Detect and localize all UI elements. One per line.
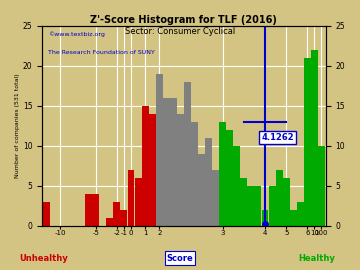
Bar <box>127 170 134 226</box>
Bar <box>121 210 127 226</box>
Text: Unhealthy: Unhealthy <box>19 254 68 262</box>
Bar <box>304 58 311 226</box>
Bar <box>240 178 247 226</box>
Bar <box>170 98 177 226</box>
Bar <box>262 210 269 226</box>
Bar <box>163 98 170 226</box>
Text: Sector: Consumer Cyclical: Sector: Consumer Cyclical <box>125 27 235 36</box>
Bar <box>276 170 283 226</box>
Bar <box>247 186 255 226</box>
Bar <box>290 210 297 226</box>
Bar <box>311 50 318 226</box>
Text: Healthy: Healthy <box>298 254 335 262</box>
Bar <box>177 114 184 226</box>
Bar <box>141 106 149 226</box>
Bar <box>92 194 99 226</box>
Y-axis label: Number of companies (531 total): Number of companies (531 total) <box>15 73 20 178</box>
Bar <box>255 186 261 226</box>
Text: The Research Foundation of SUNY: The Research Foundation of SUNY <box>48 50 155 55</box>
Bar <box>297 202 304 226</box>
Bar <box>156 74 163 226</box>
Bar <box>212 170 219 226</box>
Text: Score: Score <box>167 254 193 262</box>
Bar <box>226 130 233 226</box>
Bar <box>198 154 205 226</box>
Bar <box>205 138 212 226</box>
Bar <box>283 178 289 226</box>
Bar <box>43 202 50 226</box>
Text: ©www.textbiz.org: ©www.textbiz.org <box>48 32 105 38</box>
Text: 4.1262: 4.1262 <box>261 133 294 142</box>
Bar <box>219 122 226 226</box>
Title: Z'-Score Histogram for TLF (2016): Z'-Score Histogram for TLF (2016) <box>90 15 277 25</box>
Bar <box>184 82 191 226</box>
Bar <box>269 186 275 226</box>
Bar <box>113 202 120 226</box>
Bar <box>191 122 198 226</box>
Bar <box>106 218 113 226</box>
Bar <box>233 146 240 226</box>
Bar <box>149 114 156 226</box>
Bar <box>85 194 92 226</box>
Bar <box>318 146 325 226</box>
Bar <box>135 178 141 226</box>
